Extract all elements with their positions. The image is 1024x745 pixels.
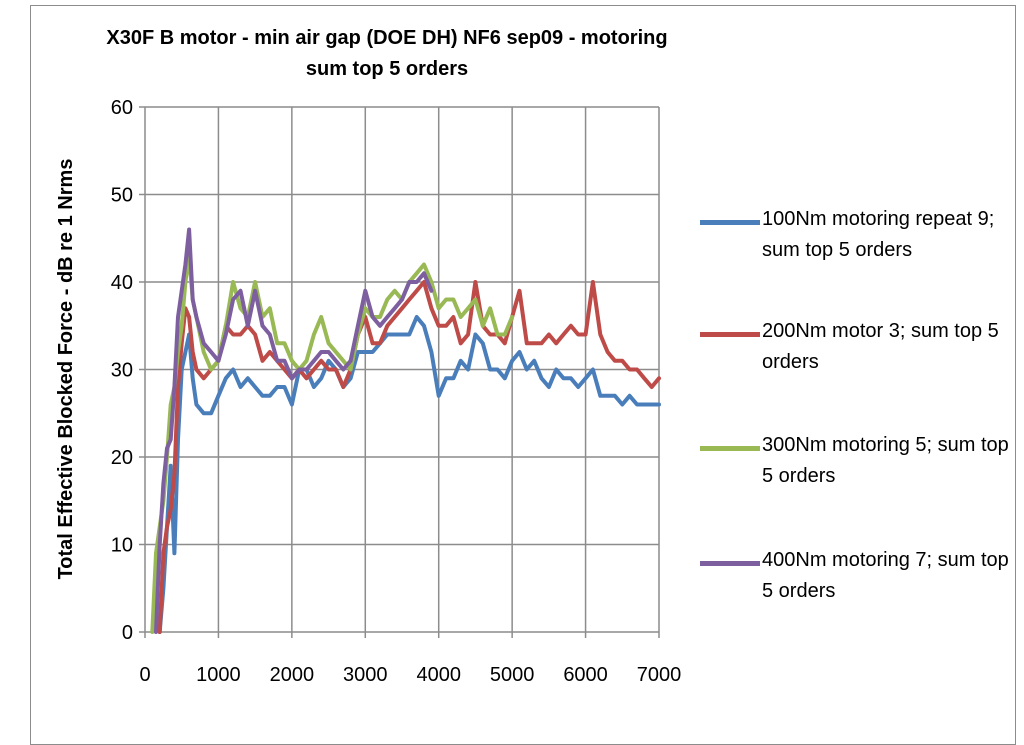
x-tick-label: 6000 [563, 664, 608, 686]
legend-swatch [700, 446, 760, 451]
y-tick-label: 0 [122, 622, 133, 644]
legend-label: 100Nm motoring repeat 9; sum top 5 order… [762, 208, 995, 261]
x-tick-label: 5000 [490, 664, 535, 686]
y-tick-label: 40 [111, 272, 133, 294]
x-tick-label: 4000 [416, 664, 461, 686]
legend-swatch [700, 220, 760, 225]
tick-labels: 0 10 20 30 40 50 60 0 1000 2000 3000 4000 5000 6000 70… [111, 97, 682, 686]
series-line-1 [157, 315, 661, 634]
chart-subtitle: sum top 5 orders [305, 58, 469, 80]
y-tick-label: 60 [111, 97, 133, 119]
chart-title: X30F B motor - min air gap (DOE DH) NF6 … [106, 27, 668, 49]
legend-label: 200Nm motor 3; sum top 5 orders [762, 320, 999, 373]
x-tick-label: 2000 [270, 664, 315, 686]
legend-swatch [700, 332, 760, 337]
y-axis-label: Total Effective Blocked Force - dB re 1 … [55, 159, 77, 580]
y-tick-label: 10 [111, 535, 133, 557]
x-tick-label: 1000 [196, 664, 241, 686]
legend-label: 400Nm motoring 7; sum top 5 orders [762, 549, 1009, 602]
series-line-4 [154, 227, 434, 634]
legend-label: 300Nm motoring 5; sum top 5 orders [762, 434, 1009, 487]
legend-swatch [700, 561, 760, 566]
gridlines [139, 106, 660, 638]
x-tick-label: 3000 [343, 664, 388, 686]
series-line-3 [150, 253, 515, 634]
y-tick-label: 50 [111, 185, 133, 207]
y-tick-label: 20 [111, 447, 133, 469]
series-lines [150, 227, 661, 634]
x-tick-label: 0 [139, 664, 150, 686]
line-chart: 0 10 20 30 40 50 60 0 1000 2000 3000 4000 5000 6000 70… [55, 97, 682, 686]
x-tick-label: 7000 [637, 664, 682, 686]
y-tick-label: 30 [111, 360, 133, 382]
